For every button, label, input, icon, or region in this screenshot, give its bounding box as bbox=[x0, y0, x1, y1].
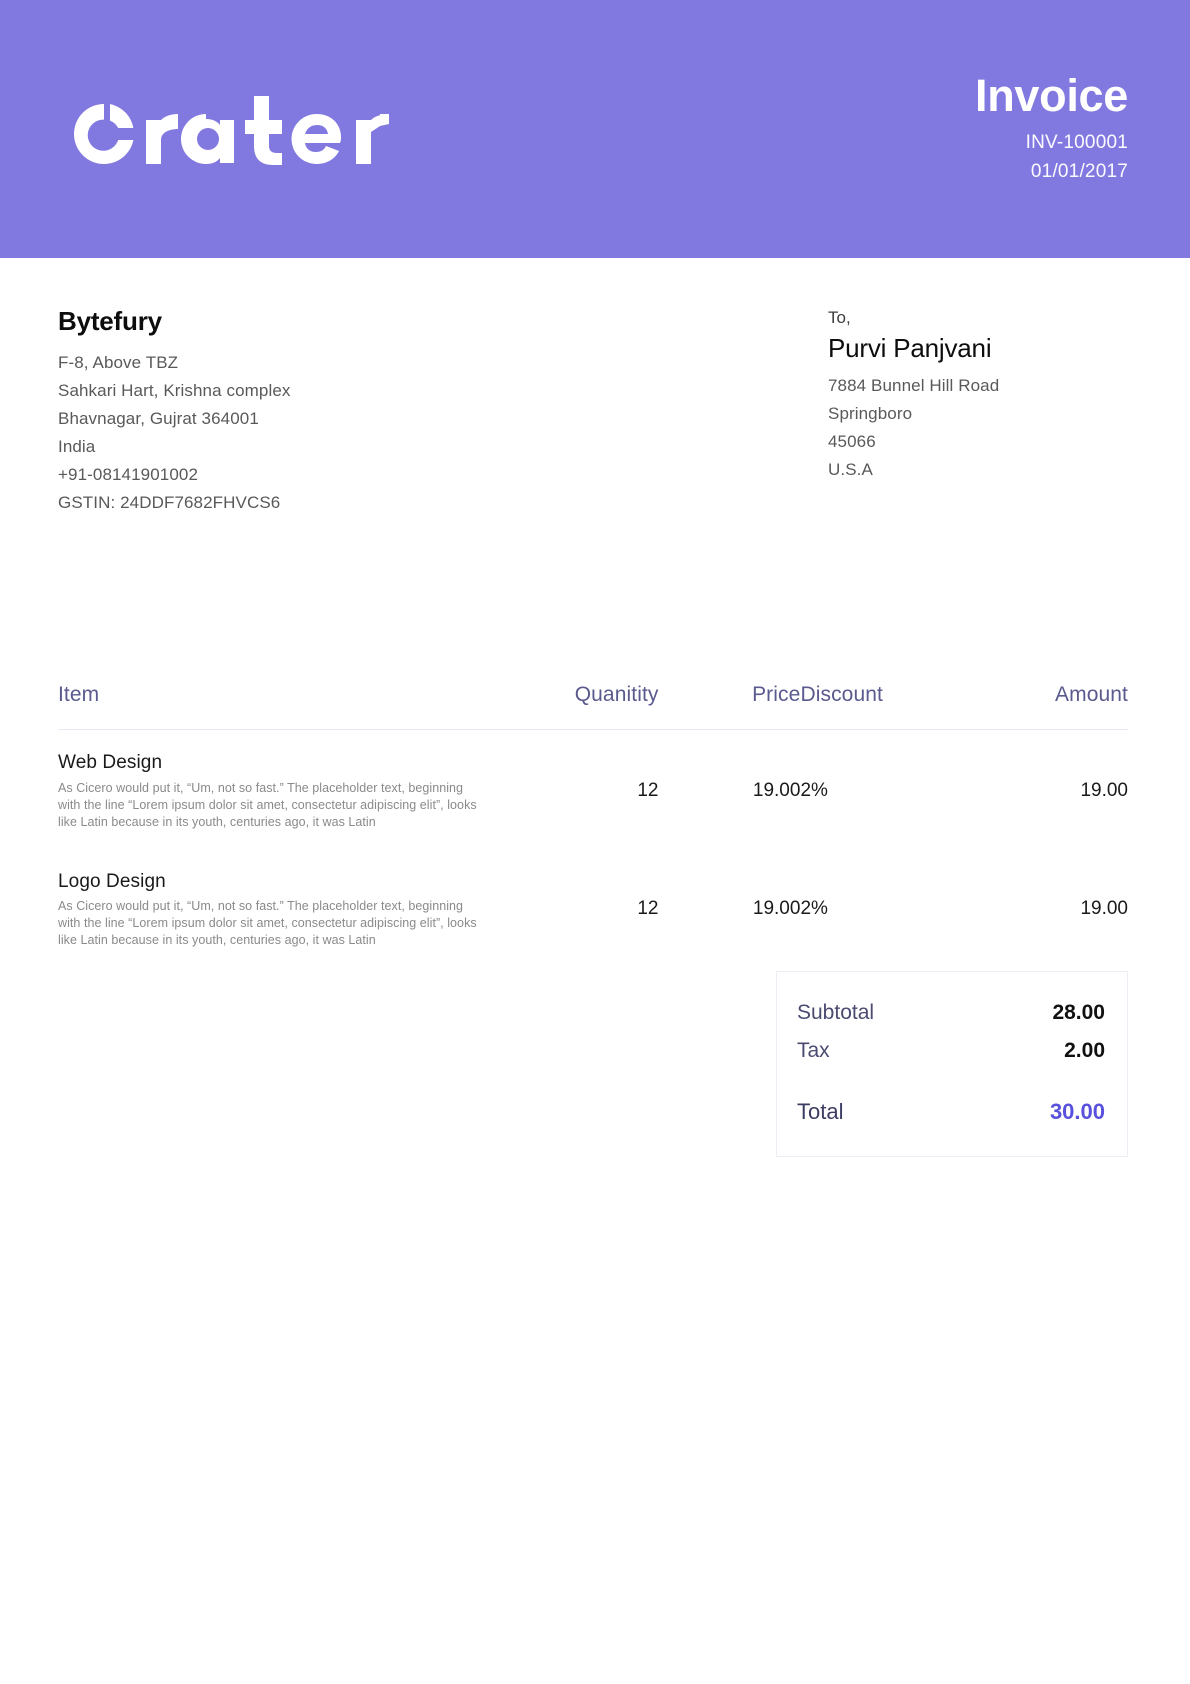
sender-phone: +91-08141901002 bbox=[58, 465, 198, 485]
recipient-name: Purvi Panjvani bbox=[828, 333, 992, 363]
table-row: Logo Design As Cicero would put it, “Um,… bbox=[58, 851, 1128, 970]
item-discount: 2% bbox=[800, 779, 828, 801]
subtotal-label: Subtotal bbox=[797, 1001, 875, 1025]
invoice-header-band: Invoice INV-100001 01/01/2017 bbox=[0, 0, 1190, 258]
tax-value: 2.00 bbox=[1064, 1039, 1105, 1063]
column-header-discount: Discount bbox=[800, 683, 965, 731]
items-table-header-row: Item Quanitity Price Discount Amount bbox=[58, 683, 1128, 731]
sender-block: Bytefury F-8, Above TBZ Sahkari Hart, Kr… bbox=[58, 306, 291, 517]
item-name: Web Design bbox=[58, 752, 163, 774]
table-row: Web Design As Cicero would put it, “Um, … bbox=[58, 730, 1128, 851]
item-discount: 2% bbox=[800, 898, 828, 920]
item-description: As Cicero would put it, “Um, not so fast… bbox=[58, 780, 477, 829]
sender-address-line: F-8, Above TBZ bbox=[58, 353, 179, 373]
recipient-address-line: 7884 Bunnel Hill Road bbox=[828, 375, 1000, 395]
tax-row: Tax 2.00 bbox=[797, 1032, 1105, 1070]
items-table-body: Web Design As Cicero would put it, “Um, … bbox=[58, 730, 1128, 970]
item-price: 19.00 bbox=[752, 779, 801, 801]
items-table-head: Item Quanitity Price Discount Amount bbox=[58, 683, 1128, 731]
crater-logo-icon bbox=[74, 96, 389, 165]
item-quantity: 12 bbox=[637, 898, 659, 920]
total-row: Total 30.00 bbox=[797, 1092, 1105, 1132]
totals-box: Subtotal 28.00 Tax 2.00 Total 30.00 bbox=[776, 971, 1128, 1158]
tax-label: Tax bbox=[797, 1039, 830, 1063]
items-table: Item Quanitity Price Discount Amount Web… bbox=[58, 683, 1128, 969]
total-label: Total bbox=[797, 1099, 844, 1125]
recipient-block: To, Purvi Panjvani 7884 Bunnel Hill Road… bbox=[828, 306, 1128, 517]
sender-address-line: Sahkari Hart, Krishna complex bbox=[58, 381, 291, 401]
item-cell: Logo Design As Cicero would put it, “Um,… bbox=[58, 851, 527, 970]
column-header-quantity: Quanitity bbox=[527, 683, 659, 731]
sender-address-line: India bbox=[58, 437, 96, 457]
invoice-meta-block: Invoice INV-100001 01/01/2017 bbox=[975, 0, 1190, 186]
column-header-amount: Amount bbox=[964, 683, 1128, 731]
column-header-price: Price bbox=[658, 683, 801, 731]
sender-address-line: Bhavnagar, Gujrat 364001 bbox=[58, 409, 259, 429]
items-table-wrapper: Item Quanitity Price Discount Amount Web… bbox=[0, 683, 1190, 969]
recipient-address-line: 45066 bbox=[828, 431, 876, 451]
sender-gstin: GSTIN: 24DDF7682FHVCS6 bbox=[58, 493, 281, 513]
page-title: Invoice bbox=[975, 70, 1128, 121]
column-header-item: Item bbox=[58, 683, 528, 731]
invoice-date: 01/01/2017 bbox=[1030, 160, 1128, 182]
recipient-country: U.S.A bbox=[828, 459, 873, 479]
brand-logo bbox=[0, 0, 488, 182]
item-quantity: 12 bbox=[637, 779, 659, 801]
invoice-number: INV-100001 bbox=[1025, 132, 1128, 154]
recipient-address-line: Springboro bbox=[828, 403, 913, 423]
address-section: Bytefury F-8, Above TBZ Sahkari Hart, Kr… bbox=[0, 258, 1190, 517]
sender-name: Bytefury bbox=[58, 306, 162, 336]
item-amount: 19.00 bbox=[1080, 779, 1128, 801]
total-value: 30.00 bbox=[1049, 1099, 1105, 1125]
subtotal-value: 28.00 bbox=[1052, 1001, 1105, 1025]
item-price: 19.00 bbox=[752, 898, 801, 920]
item-description: As Cicero would put it, “Um, not so fast… bbox=[58, 899, 477, 948]
item-amount: 19.00 bbox=[1080, 898, 1128, 920]
item-name: Logo Design bbox=[58, 870, 166, 892]
item-cell: Web Design As Cicero would put it, “Um, … bbox=[58, 730, 527, 851]
totals-zone: Subtotal 28.00 Tax 2.00 Total 30.00 bbox=[0, 971, 1190, 1158]
recipient-to-label: To, bbox=[828, 308, 851, 327]
subtotal-row: Subtotal 28.00 bbox=[797, 994, 1105, 1032]
